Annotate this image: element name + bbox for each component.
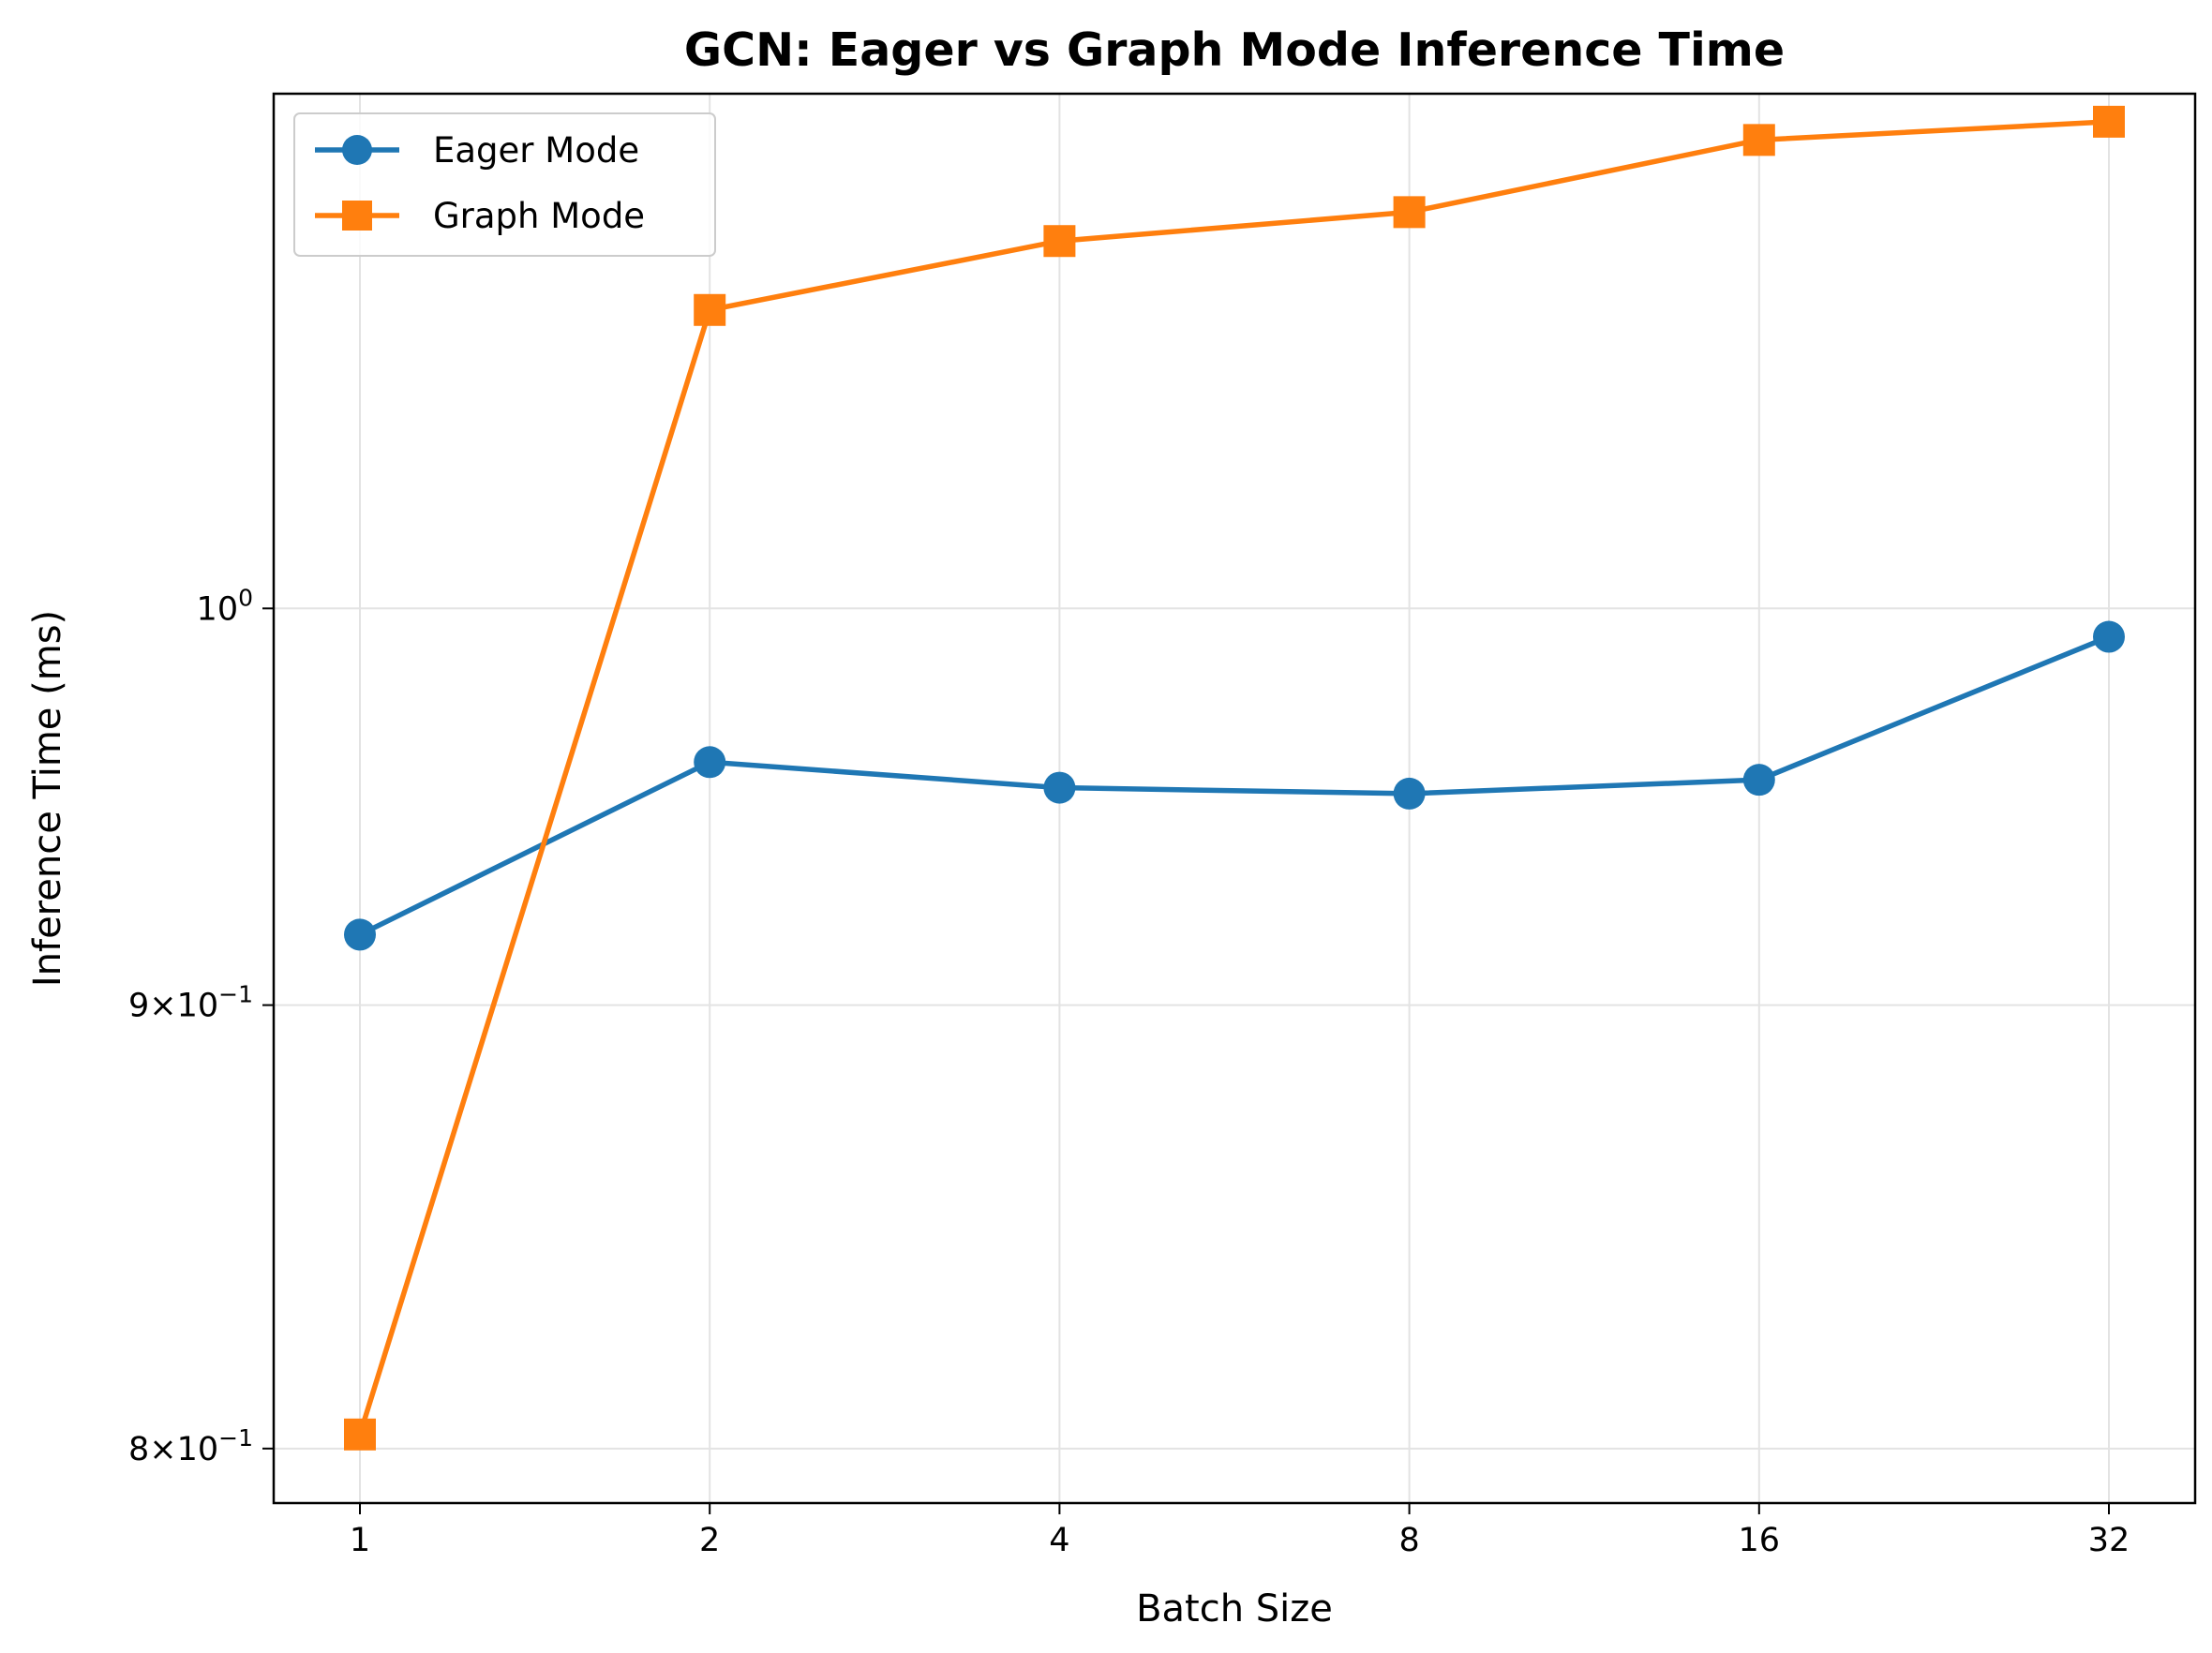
plot-area-frame — [272, 92, 2197, 1505]
legend-marker — [342, 201, 372, 231]
legend-label: Graph Mode — [433, 196, 645, 236]
data-point — [694, 746, 726, 779]
data-point — [1742, 124, 1775, 156]
y-tick-label: 9×10−1 — [128, 981, 253, 1025]
data-point — [1742, 764, 1775, 797]
ticks: 1 2 4 8 16 32 8×10−1 9×10−1 100 — [128, 584, 2130, 1559]
data-point — [1393, 777, 1426, 810]
y-tick-label: 100 — [197, 584, 253, 628]
data-point — [344, 918, 376, 951]
x-tick-label: 16 — [1739, 1522, 1781, 1559]
series-layer — [344, 105, 2125, 1451]
series-line — [358, 633, 2111, 937]
x-tick-label: 8 — [1398, 1522, 1419, 1559]
y-axis-label: Inference Time (ms) — [26, 610, 69, 987]
x-tick-label: 1 — [350, 1522, 370, 1559]
data-point — [694, 293, 726, 326]
legend-marker — [342, 135, 372, 165]
chart-title: GCN: Eager vs Graph Mode Inference Time — [684, 23, 1785, 77]
x-axis-label: Batch Size — [1136, 1587, 1333, 1631]
legend-box — [293, 112, 716, 257]
y-tick-label: 8×10−1 — [128, 1424, 253, 1468]
legend: Eager Mode Graph Mode — [293, 112, 716, 257]
x-tick-label: 4 — [1049, 1522, 1069, 1559]
data-point — [344, 1418, 376, 1451]
x-tick-label: 2 — [699, 1522, 720, 1559]
series-line — [357, 119, 2110, 1436]
data-point — [1043, 771, 1076, 804]
legend-label: Eager Mode — [433, 130, 639, 171]
data-point — [2093, 620, 2125, 653]
data-point — [1393, 196, 1426, 229]
data-point — [2093, 105, 2125, 138]
data-point — [1043, 225, 1076, 258]
x-tick-label: 32 — [2088, 1522, 2130, 1559]
